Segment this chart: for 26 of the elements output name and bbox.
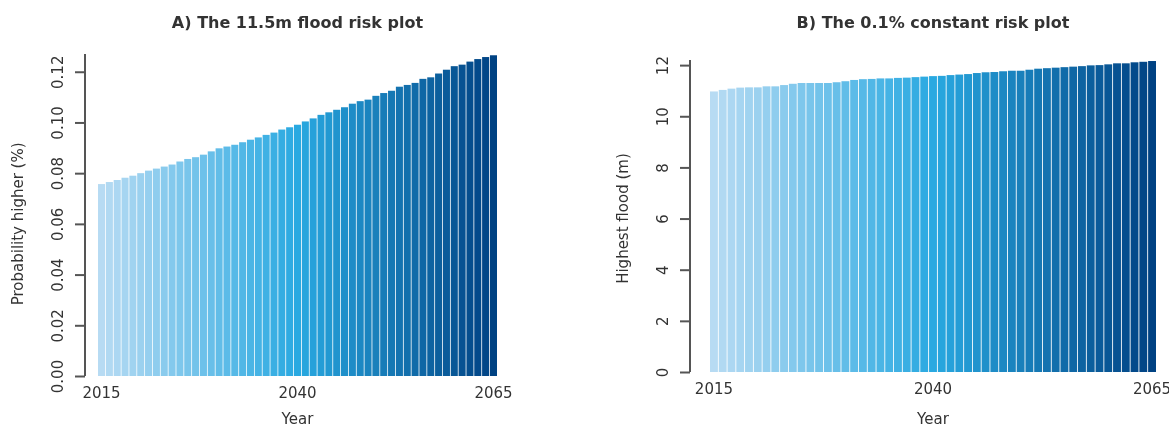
y-tick-label: 0.08: [49, 156, 67, 191]
y-tick-label: 8: [654, 163, 672, 173]
y-tick-label: 4: [654, 265, 672, 275]
x-tick-label: 2040: [278, 384, 317, 402]
x-axis-title: Year: [280, 410, 315, 428]
x-axis-title: Year: [916, 410, 950, 428]
y-tick-label: 10: [654, 107, 672, 127]
y-tick-label: 6: [654, 214, 672, 224]
y-tick-label: 0.04: [49, 258, 67, 292]
y-tick-label: 0: [654, 367, 672, 378]
y-tick-label: 0.06: [49, 207, 67, 242]
y-axis-title: Probability higher (%): [9, 142, 27, 306]
y-axis-title: Highest flood (m): [614, 153, 632, 284]
x-tick-label: 2065: [1132, 380, 1169, 398]
y-tick-label: 0.02: [49, 309, 67, 343]
x-tick-label: 2040: [913, 380, 953, 398]
y-tick-label: 2: [654, 316, 672, 327]
x-tick-label: 2015: [694, 380, 734, 398]
chart-title: B) The 0.1% constant risk plot: [796, 13, 1070, 32]
y-tick-label: 0.10: [49, 106, 67, 140]
y-tick-label: 0.00: [49, 359, 67, 394]
y-tick-label: 0.12: [49, 55, 67, 89]
x-tick-label: 2015: [82, 384, 121, 402]
chart-title: A) The 11.5m flood risk plot: [171, 13, 424, 32]
y-tick-label: 12: [654, 56, 672, 76]
x-tick-label: 2065: [474, 384, 513, 402]
